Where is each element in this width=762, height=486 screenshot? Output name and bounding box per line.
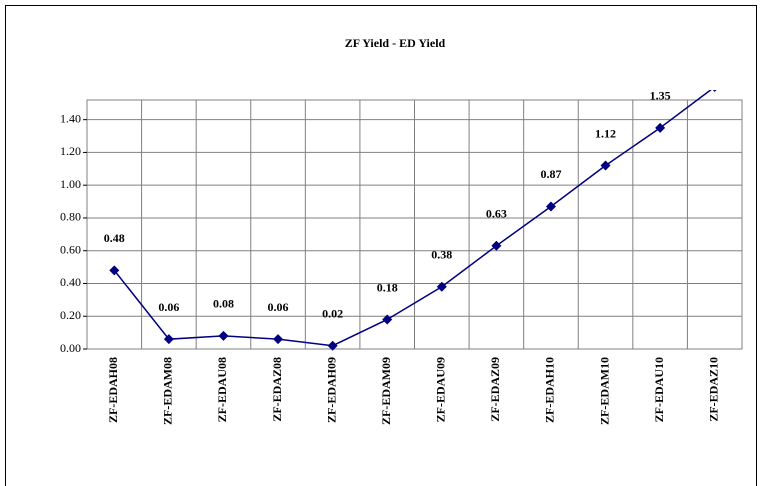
data-point: [109, 265, 120, 276]
data-point: [491, 240, 502, 251]
data-point: [712, 90, 717, 92]
data-label: 0.87: [540, 167, 561, 181]
y-tick-label: 0.40: [60, 275, 81, 289]
data-label: 0.06: [268, 300, 289, 314]
x-tick-label: ZF-EDAM10: [597, 357, 611, 425]
y-tick-label: 1.00: [60, 177, 81, 191]
y-tick-label: 0.00: [60, 341, 81, 355]
data-label: 0.18: [377, 280, 398, 294]
x-tick-label: ZF-EDAU09: [434, 357, 448, 422]
x-tick-label: ZF-EDAZ09: [488, 357, 502, 422]
series-line: [113, 90, 712, 347]
data-point: [600, 160, 611, 171]
y-tick-label: 0.80: [60, 210, 81, 224]
axis: 0.00 0.20 0.40 0.60 0.80 1.00 1.20 1.40 ZF-EDAH0…: [60, 111, 720, 425]
y-tick-label: 1.20: [60, 144, 81, 158]
chart-title: ZF Yield - ED Yield: [345, 36, 446, 50]
data-label: 0.38: [431, 248, 452, 262]
data-label: 1.35: [650, 89, 671, 103]
data-point: [273, 334, 284, 345]
data-label: 0.06: [158, 300, 179, 314]
y-tick-label: 0.20: [60, 308, 81, 322]
x-tick-label: ZF-EDAH08: [106, 357, 120, 423]
x-tick-label: ZF-EDAZ10: [706, 357, 720, 422]
y-tick-label: 0.60: [60, 242, 81, 256]
x-tick-label: ZF-EDAH10: [543, 357, 557, 423]
data-label: 0.63: [486, 207, 507, 221]
data-label: 0.48: [104, 231, 125, 245]
data-label: 1.12: [595, 126, 616, 140]
chart-frame: [5, 5, 757, 486]
x-tick-label: ZF-EDAU08: [215, 357, 229, 422]
x-tick-label: ZF-EDAH09: [324, 357, 338, 423]
grid: [87, 100, 742, 350]
x-tick-label: ZF-EDAM08: [161, 357, 175, 425]
data-point: [163, 334, 174, 345]
x-tick-label: ZF-EDAM09: [379, 357, 393, 425]
data-point: [545, 201, 556, 212]
y-tick-label: 1.40: [60, 111, 81, 125]
data-label: 1.6: [707, 48, 722, 62]
plot-marks: 0.48 0.06 0.08 0.06 0.02 0.18 0.38 0.63 0.87 1.12…: [104, 48, 722, 351]
data-point: [218, 330, 229, 341]
data-label: 0.02: [322, 306, 343, 320]
data-label: 0.08: [213, 297, 234, 311]
x-tick-label: ZF-EDAU10: [652, 357, 666, 422]
x-tick-label: ZF-EDAZ08: [270, 357, 284, 422]
data-point: [655, 122, 666, 133]
data-point: [382, 314, 393, 325]
data-point: [327, 340, 338, 351]
plot-border: [86, 99, 743, 350]
data-point: [436, 281, 447, 292]
